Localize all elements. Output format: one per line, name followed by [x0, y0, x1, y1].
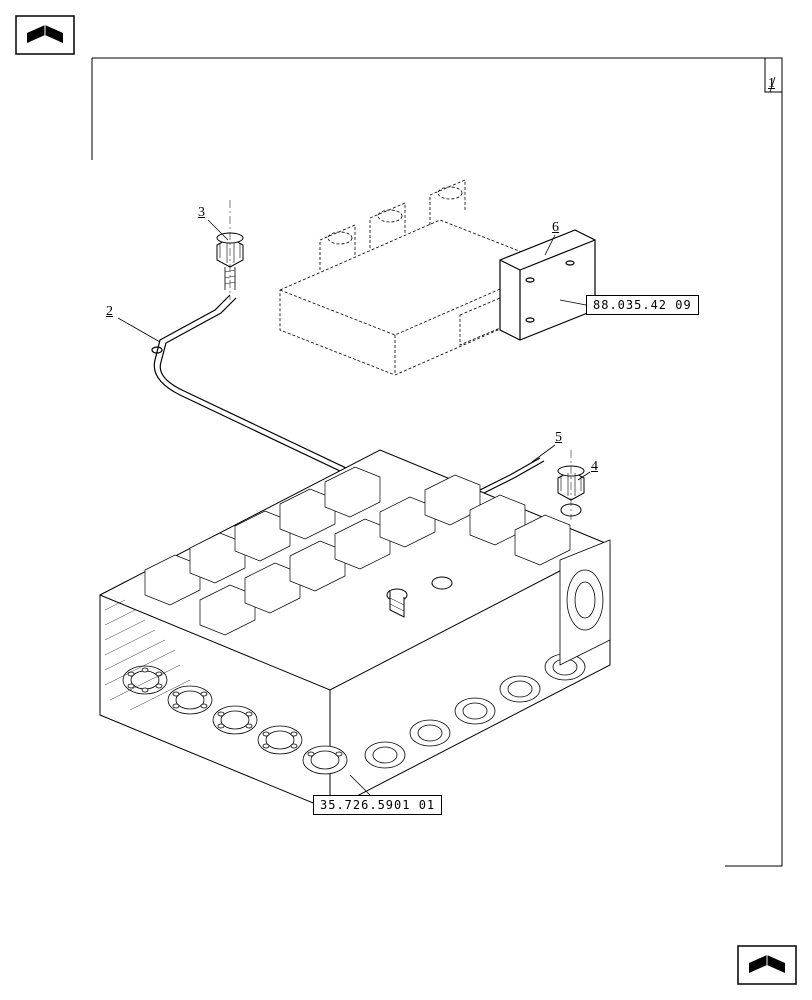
main-valve-block — [100, 450, 610, 810]
callout-4: 4 — [591, 459, 598, 475]
callout-3: 3 — [198, 205, 205, 221]
exploded-view-diagram — [0, 0, 812, 1000]
cover-plate — [500, 230, 595, 340]
reference-box-2: 35.726.5901 01 — [313, 795, 442, 815]
callout-2: 2 — [106, 304, 113, 320]
reference-box-1: 88.035.42 09 — [586, 295, 699, 315]
callout-1: 1 — [768, 76, 775, 92]
callout-5: 5 — [555, 430, 562, 446]
callout-6: 6 — [552, 220, 559, 236]
